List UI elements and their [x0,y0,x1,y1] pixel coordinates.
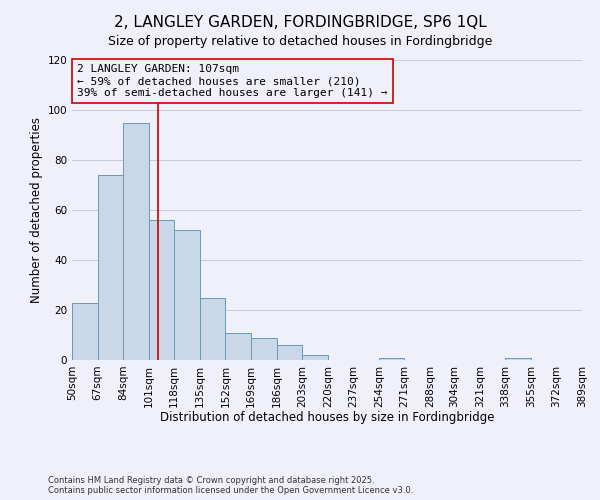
Bar [123,122,149,360]
Text: Contains HM Land Registry data © Crown copyright and database right 2025.
Contai: Contains HM Land Registry data © Crown c… [48,476,413,495]
Bar [200,298,226,360]
Bar [98,175,123,360]
Bar [277,345,302,360]
Bar [505,358,531,360]
Y-axis label: Number of detached properties: Number of detached properties [30,117,43,303]
Bar [72,302,98,360]
Bar [302,355,328,360]
Text: 2, LANGLEY GARDEN, FORDINGBRIDGE, SP6 1QL: 2, LANGLEY GARDEN, FORDINGBRIDGE, SP6 1Q… [113,15,487,30]
Bar [149,220,175,360]
Text: Size of property relative to detached houses in Fordingbridge: Size of property relative to detached ho… [108,35,492,48]
Text: 2 LANGLEY GARDEN: 107sqm
← 59% of detached houses are smaller (210)
39% of semi-: 2 LANGLEY GARDEN: 107sqm ← 59% of detach… [77,64,388,98]
Bar [226,332,251,360]
Bar [175,230,200,360]
Bar [251,338,277,360]
X-axis label: Distribution of detached houses by size in Fordingbridge: Distribution of detached houses by size … [160,411,494,424]
Bar [379,358,404,360]
